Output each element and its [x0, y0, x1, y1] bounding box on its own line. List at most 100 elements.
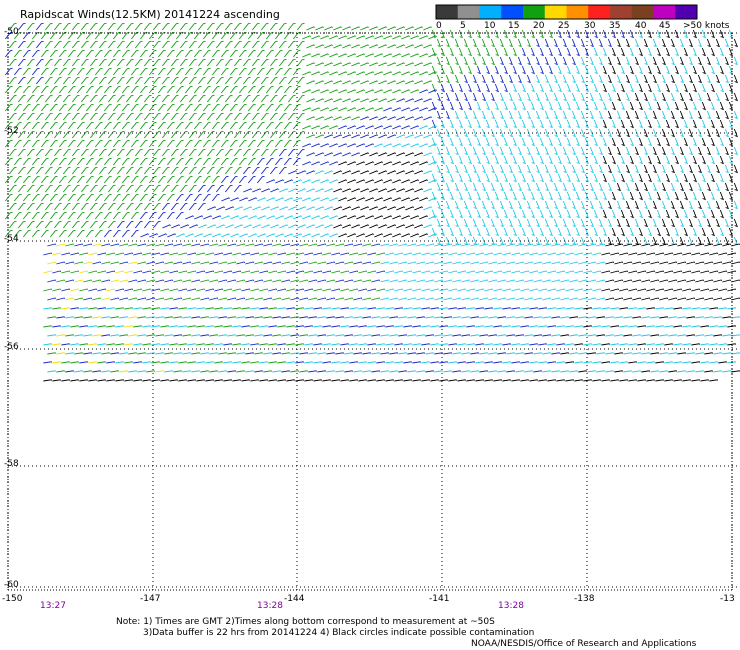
wind-barb: [242, 76, 251, 85]
wind-barb: [175, 103, 184, 112]
wind-barb: [394, 288, 404, 292]
wind-barb: [457, 270, 467, 274]
wind-barb: [161, 58, 170, 67]
wind-barb: [497, 279, 507, 283]
wind-barb: [179, 58, 188, 67]
wind-barb: [360, 188, 370, 193]
wind-barb: [333, 206, 343, 211]
wind-barb: [53, 202, 62, 211]
wind-barb: [371, 352, 381, 355]
wind-barb: [686, 297, 696, 301]
wind-barb: [134, 76, 143, 85]
wind-barb: [539, 191, 545, 201]
wind-barb: [44, 58, 53, 67]
wind-barb: [4, 121, 13, 130]
wind-barb: [601, 307, 611, 310]
wind-barb: [493, 379, 503, 382]
wind-barb: [556, 270, 566, 274]
wind-barb: [389, 279, 399, 283]
wind-barb: [110, 261, 120, 265]
wind-barb: [488, 261, 498, 265]
wind-barb: [47, 334, 57, 337]
wind-barb: [551, 316, 561, 319]
time-label: 13:28: [257, 601, 283, 611]
wind-barb: [715, 164, 721, 174]
wind-barb: [185, 215, 195, 220]
wind-barb: [248, 197, 258, 202]
wind-barb: [713, 316, 723, 319]
wind-barb: [401, 233, 411, 238]
wind-barb: [251, 166, 260, 175]
wind-barb: [512, 155, 518, 165]
wind-barb: [502, 379, 512, 382]
wind-barb: [493, 343, 503, 346]
wind-barb: [652, 38, 658, 48]
wind-barb: [467, 137, 473, 147]
wind-barb: [22, 85, 31, 94]
legend-swatch: [653, 5, 676, 19]
wind-barb: [160, 379, 170, 382]
wind-barb: [638, 227, 644, 237]
wind-barb: [583, 343, 593, 346]
wind-barb: [632, 261, 642, 265]
wind-barb: [511, 307, 521, 310]
wind-barb: [229, 103, 238, 112]
wind-barb: [719, 47, 725, 57]
wind-barb: [508, 236, 514, 246]
wind-barb: [284, 233, 294, 238]
wind-barb: [439, 361, 449, 364]
wind-barb: [378, 224, 388, 229]
wind-barb: [179, 202, 188, 211]
wind-barb: [110, 352, 120, 355]
wind-barb: [607, 164, 613, 174]
wind-barb: [512, 209, 518, 219]
wind-barb: [695, 243, 705, 247]
wind-barb: [347, 233, 357, 238]
wind-barb: [292, 67, 301, 76]
wind-barb: [565, 252, 575, 256]
wind-barb: [40, 193, 49, 202]
wind-barb: [398, 316, 408, 319]
wind-barb: [313, 361, 323, 364]
wind-barb: [632, 297, 642, 301]
wind-barb: [508, 38, 514, 48]
wind-barb: [499, 128, 505, 138]
wind-barb: [317, 261, 327, 265]
wind-barb: [342, 224, 352, 229]
wind-barb: [611, 173, 617, 183]
wind-barb: [101, 297, 111, 301]
wind-barb: [634, 128, 640, 138]
wind-barb: [43, 325, 53, 328]
wind-barb: [632, 370, 642, 373]
wind-barb: [269, 76, 278, 85]
wind-barb: [428, 179, 438, 184]
wind-barb: [26, 112, 35, 121]
wind-barb: [52, 325, 62, 328]
wind-barb: [454, 164, 460, 174]
wind-barb: [428, 161, 438, 166]
wind-barb: [143, 148, 152, 157]
wind-barb: [197, 58, 206, 67]
wind-barb: [89, 40, 98, 49]
wind-barb: [530, 119, 536, 129]
wind-barb: [695, 279, 705, 283]
wind-barb: [656, 137, 662, 147]
wind-barb: [700, 361, 710, 364]
wind-barb: [423, 116, 433, 121]
wind-barb: [304, 307, 314, 310]
wind-barb: [35, 22, 44, 31]
wind-barb: [686, 352, 696, 355]
wind-barb: [625, 92, 631, 102]
wind-barb: [724, 236, 730, 246]
wind-barb: [396, 134, 406, 139]
wind-barb: [458, 227, 464, 237]
wind-barb: [254, 279, 264, 283]
wind-barb: [241, 343, 251, 346]
wind-barb: [184, 103, 193, 112]
wind-barb: [508, 110, 514, 120]
wind-barb: [731, 279, 740, 283]
wind-barb: [463, 56, 469, 66]
wind-barb: [338, 107, 348, 112]
wind-barb: [548, 173, 554, 183]
wind-barb: [629, 29, 635, 39]
